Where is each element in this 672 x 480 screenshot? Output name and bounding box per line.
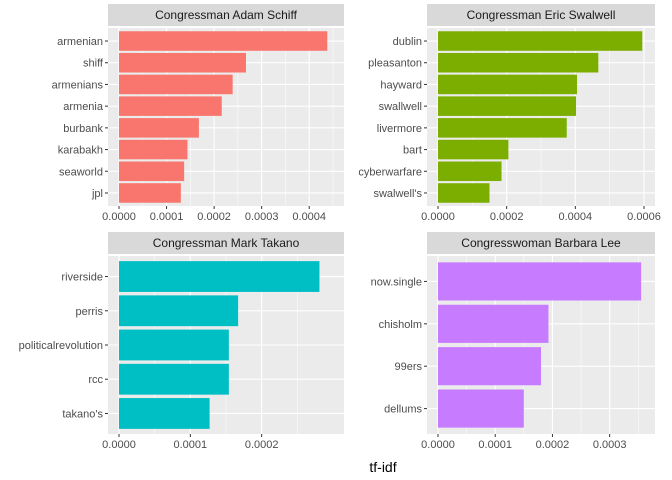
facet-strip xyxy=(427,232,655,254)
facet-strip xyxy=(108,4,344,26)
y-tick-label: pleasanton xyxy=(368,58,422,70)
bar xyxy=(438,262,642,301)
x-tick-label: 0.0000 xyxy=(102,439,136,451)
bar xyxy=(438,74,578,95)
x-tick-label: 0.0001 xyxy=(478,439,512,451)
facet-panel: Congressman Eric Swalwell dublin pleasanto… xyxy=(358,4,661,223)
facet-title: Congressman Mark Takano xyxy=(153,236,300,250)
y-tick-label: armenian xyxy=(57,36,103,48)
x-tick-label: 0.0002 xyxy=(536,439,570,451)
bar xyxy=(119,161,185,182)
y-tick-label: shiff xyxy=(83,58,104,70)
bar xyxy=(119,139,188,160)
bar xyxy=(438,96,577,116)
y-tick-label: chisholm xyxy=(379,319,422,331)
x-tick-label: 0.0004 xyxy=(559,211,593,223)
bar xyxy=(119,183,181,203)
facet-strip xyxy=(108,232,344,254)
x-tick-label: 0.0003 xyxy=(593,439,627,451)
bar xyxy=(438,31,643,51)
x-tick-label: 0.0001 xyxy=(150,211,184,223)
y-tick-label: livermore xyxy=(377,123,422,135)
y-tick-label: swalwell's xyxy=(373,188,422,200)
y-tick-label: armenia xyxy=(63,101,104,113)
bar xyxy=(119,261,320,292)
x-tick-label: 0.0003 xyxy=(245,211,279,223)
bar xyxy=(119,398,210,429)
bar xyxy=(119,363,229,395)
facet-panel: Congressman Mark Takano riverside perris po… xyxy=(19,232,344,451)
y-tick-label: perris xyxy=(75,306,103,318)
bar xyxy=(438,183,490,203)
x-tick-label: 0.0000 xyxy=(421,439,455,451)
bar xyxy=(438,139,509,160)
y-tick-label: jpl xyxy=(91,188,103,200)
bar xyxy=(438,118,567,138)
x-tick-label: 0.0004 xyxy=(292,211,326,223)
bar xyxy=(438,347,541,386)
y-tick-label: hayward xyxy=(380,79,422,91)
y-tick-label: takano's xyxy=(62,408,103,420)
y-tick-label: seaworld xyxy=(59,166,103,178)
bar xyxy=(438,161,502,182)
y-tick-label: politicalrevolution xyxy=(19,340,103,352)
y-tick-label: dellums xyxy=(384,404,422,416)
x-tick-label: 0.0002 xyxy=(245,439,279,451)
x-tick-label: 0.0000 xyxy=(102,211,136,223)
facet-panel: Congresswoman Barbara Lee now.single chish… xyxy=(371,232,655,451)
x-tick-label: 0.0002 xyxy=(197,211,231,223)
facet-title: Congressman Eric Swalwell xyxy=(467,8,616,22)
bar xyxy=(438,304,549,343)
bar xyxy=(119,329,229,361)
y-tick-label: now.single xyxy=(371,276,422,288)
x-tick-label: 0.0001 xyxy=(174,439,208,451)
y-tick-label: burbank xyxy=(63,123,103,135)
facet-strip xyxy=(427,4,655,26)
y-tick-label: armenians xyxy=(52,79,104,91)
bar xyxy=(119,52,246,73)
x-tick-label: 0.0000 xyxy=(421,211,455,223)
bar xyxy=(119,295,239,327)
x-axis-title: tf-idf xyxy=(369,459,396,475)
facet-title: Congressman Adam Schiff xyxy=(155,8,298,22)
bar xyxy=(119,31,328,51)
bar xyxy=(119,74,233,95)
y-tick-label: bart xyxy=(403,145,422,157)
bar xyxy=(119,118,199,138)
y-tick-label: cyberwarfare xyxy=(358,166,422,178)
bar xyxy=(438,52,599,73)
bar xyxy=(438,389,524,428)
y-tick-label: 99ers xyxy=(394,361,422,373)
x-tick-label: 0.0006 xyxy=(627,211,661,223)
y-tick-label: karabakh xyxy=(58,145,103,157)
facet-panel: Congressman Adam Schiff armenian shiff arme… xyxy=(52,4,344,223)
y-tick-label: dublin xyxy=(393,36,422,48)
y-tick-label: rcc xyxy=(88,374,103,386)
y-tick-label: riverside xyxy=(61,272,103,284)
y-tick-label: swallwell xyxy=(379,101,422,113)
facet-title: Congresswoman Barbara Lee xyxy=(461,236,621,250)
bar xyxy=(119,96,222,116)
x-tick-label: 0.0002 xyxy=(490,211,524,223)
